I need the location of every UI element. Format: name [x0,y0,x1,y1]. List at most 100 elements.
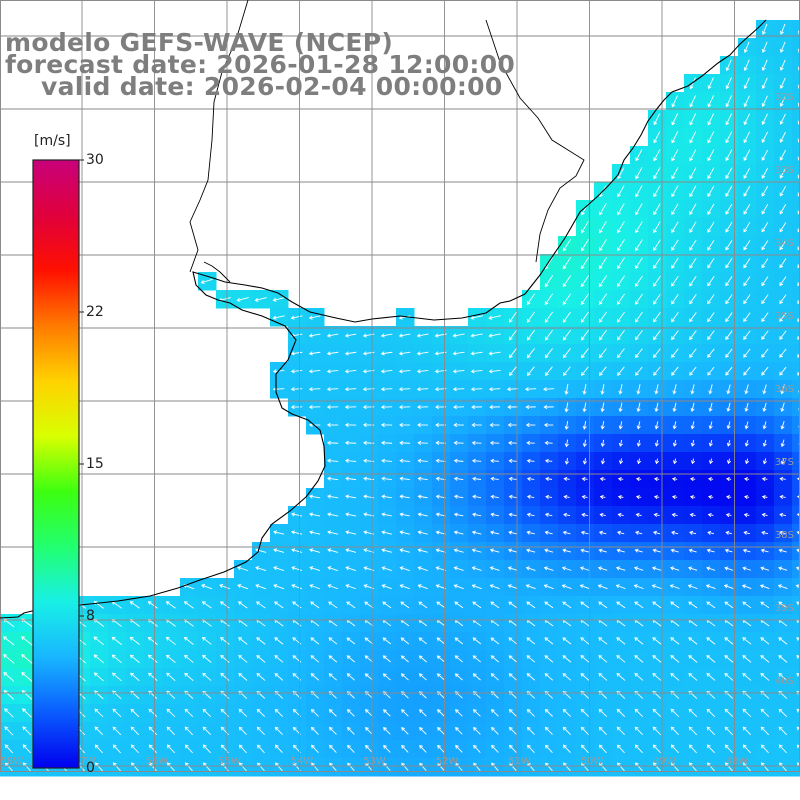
wind-arrow [634,726,643,736]
wind-arrow [508,530,518,535]
wind-arrow [617,366,625,376]
wind-arrow [743,41,750,53]
wind-arrow [93,672,104,682]
wind-arrow [725,203,733,215]
wind-arrow [598,744,607,754]
wind-arrow [563,494,570,500]
wind-arrow [725,312,733,323]
wind-arrow [724,601,734,609]
wind-arrow [345,548,357,553]
wind-arrow [779,167,787,179]
wind-arrow [779,330,787,340]
wind-arrow [200,278,213,284]
wind-arrow [618,458,624,465]
wind-speed-cell [792,524,800,543]
wind-arrow [725,348,733,358]
wind-arrow [743,203,751,215]
wind-speed-cell [792,380,800,399]
wind-arrow [526,311,536,323]
wind-arrow [744,494,750,500]
wind-arrow [544,458,553,464]
wind-arrow [329,744,337,753]
wind-arrow [417,494,428,499]
wind-arrow [689,494,696,500]
wind-arrow [399,422,411,428]
wind-arrow [202,672,212,681]
wind-arrow [490,458,499,463]
wind-arrow [382,601,392,609]
wind-arrow [526,637,536,645]
wind-arrow [562,348,571,359]
wind-arrow [490,494,499,499]
wind-arrow [671,221,679,233]
wind-arrow [779,77,786,89]
wind-arrow [616,708,626,717]
wind-arrow [742,744,751,754]
wind-arrow [544,275,554,288]
wind-speed-cell [792,596,800,615]
wind-arrow [653,149,661,162]
wind-arrow [635,530,643,535]
wind-arrow [582,402,587,413]
wind-speed-cell [792,542,800,561]
wind-arrow [707,276,715,287]
wind-arrow [779,23,786,35]
wind-arrow [345,530,357,535]
wind-arrow [615,584,626,590]
wind-speed-cell [792,434,800,453]
wind-arrow [166,708,176,718]
wind-arrow [184,672,194,681]
wind-arrow [509,744,517,753]
wind-arrow [238,708,248,717]
wind-arrow [94,708,104,718]
wind-arrow [743,113,751,126]
wind-arrow [94,744,103,754]
wind-arrow [635,275,643,287]
wind-arrow [779,222,787,233]
wind-arrow [706,762,715,772]
wind-arrow [779,240,787,251]
wind-arrow [708,439,713,447]
wind-arrow [634,744,643,754]
wind-arrow [761,131,769,143]
wind-arrow [562,530,571,535]
wind-arrow [708,421,713,430]
wind-arrow [344,440,357,445]
wind-arrow [309,584,320,590]
wind-arrow [472,655,481,663]
wind-arrow [346,655,356,663]
wind-arrow [761,312,769,323]
wind-arrow [525,584,536,590]
wind-arrow [670,672,680,681]
wind-arrow [345,458,357,463]
wind-arrow [527,762,535,772]
wind-arrow [762,421,767,430]
wind-arrow [779,149,787,161]
colorbar-ticks [79,159,84,617]
wind-arrow [672,439,677,447]
wind-arrow [436,673,445,681]
wind-arrow [778,762,787,772]
wind-arrow [489,566,500,571]
wind-arrow [726,440,731,447]
longitude-label: 49W [653,756,676,767]
wind-arrow [725,276,733,287]
wind-arrow [653,239,661,251]
wind-arrow [488,351,501,356]
wind-arrow [437,744,445,753]
colorbar-tick-label: 22 [86,304,104,320]
wind-arrow [491,744,499,753]
wind-arrow [580,548,589,553]
wind-arrow [508,726,517,735]
wind-arrow [470,315,483,320]
wind-speed-cell [792,110,800,129]
wind-arrow [184,654,194,663]
wind-arrow [761,476,768,482]
wind-arrow [725,530,732,535]
wind-arrow [272,297,285,302]
wind-arrow [401,727,409,735]
wind-arrow [580,311,590,323]
wind-arrow [147,636,158,645]
wind-arrow [273,584,285,590]
wind-arrow [725,258,733,269]
